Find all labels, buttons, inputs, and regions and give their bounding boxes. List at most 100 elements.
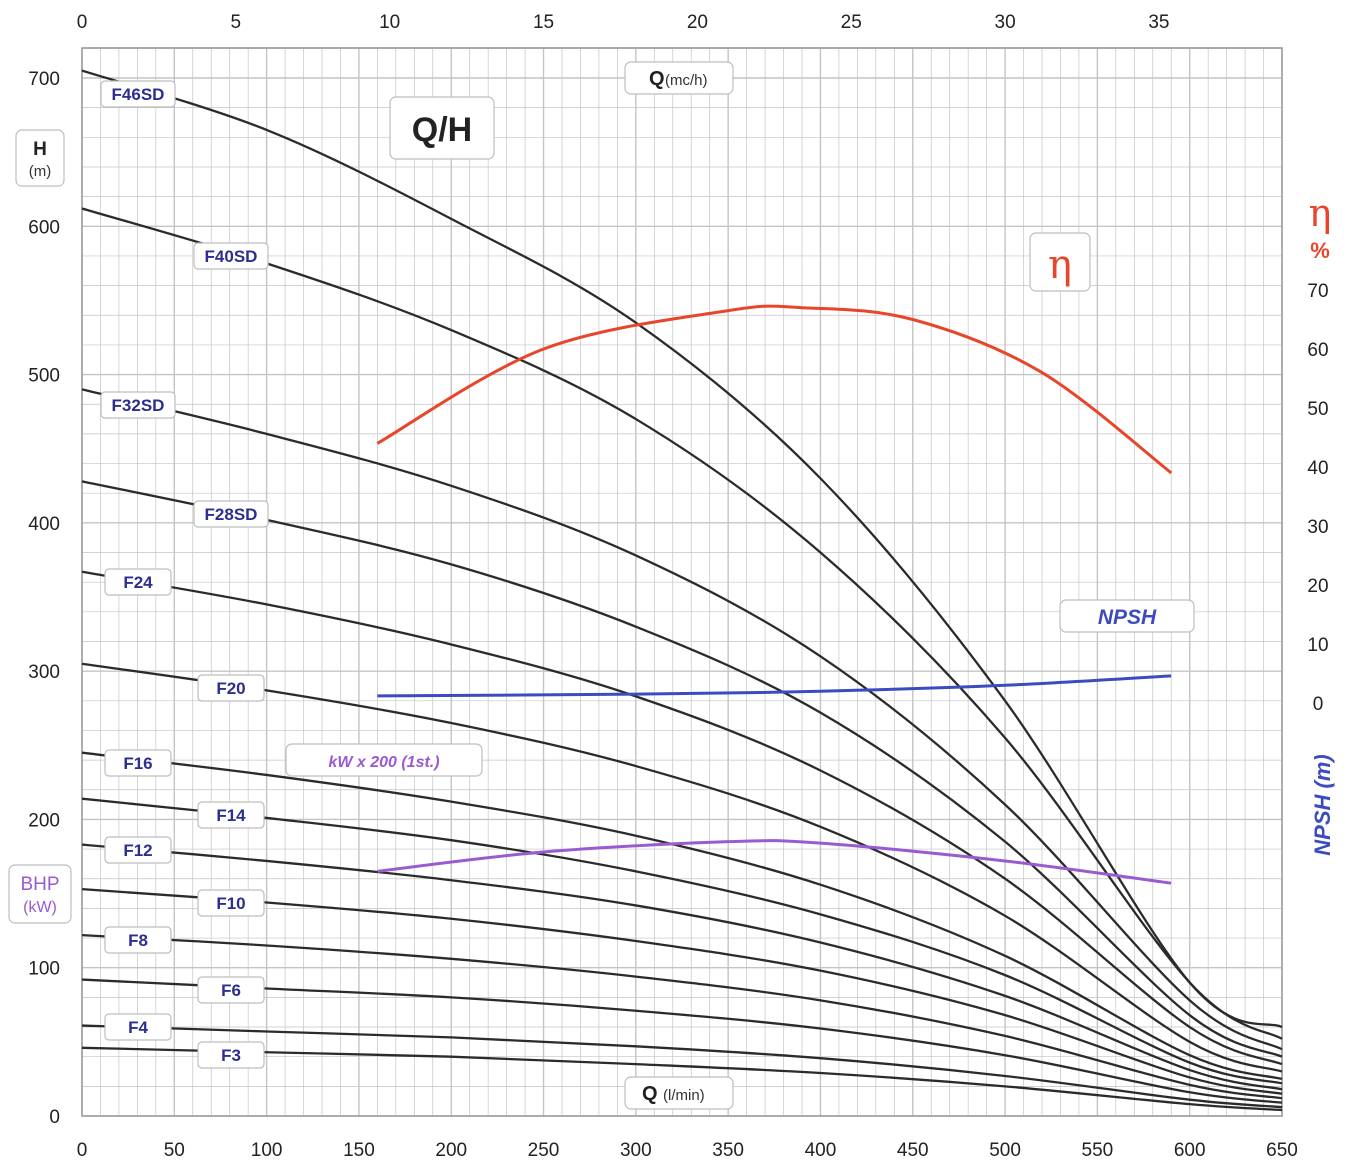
curve-tag-f3: F3 [197,1041,265,1069]
curve-tag-box [100,391,176,419]
curve-tag-f16: F16 [104,749,172,777]
eta-axis-label: η [1309,191,1332,235]
y-tick-label: 500 [28,366,60,387]
curve-tag-box [197,889,265,917]
x-tick-label: 550 [1082,1140,1114,1161]
curve-tag-f8: F8 [104,926,172,954]
kw-label: kW x 200 (1st.) [328,754,439,771]
curve-f16 [81,751,1283,1081]
x-axis-unit: (l/min) [663,1087,705,1104]
curve-tag-f14: F14 [197,801,265,829]
curve-tag-text: F14 [216,806,246,825]
npsh-label-box-box [1059,599,1195,633]
curve-tag-box [197,674,265,702]
curve-f3 [81,1046,1283,1112]
plot-border [81,47,1283,1117]
curve-f4 [81,1024,1283,1109]
eta-tick-label: 20 [1307,576,1328,597]
x-tick-label: 400 [805,1140,837,1161]
x-tick-label: 350 [712,1140,744,1161]
chart-title: Q/H [412,111,472,149]
curve-tag-text: F12 [123,841,152,860]
eta-tick-label: 50 [1307,399,1328,420]
bhp-axis-label: BHP [20,874,59,895]
curve-tag-box [193,242,269,270]
npsh-axis-label: NPSH (m) [1310,754,1335,855]
curve-tag-f10: F10 [197,889,265,917]
x-tick-label: 50 [164,1140,185,1161]
x-tick-label: 650 [1266,1140,1298,1161]
y-tick-label: 700 [28,69,60,90]
x-top-tick-label: 30 [995,12,1016,33]
curve-tag-f24: F24 [104,568,172,596]
kw-label-box-box [285,743,483,777]
eta-label-box-box [1029,232,1091,292]
curve-f20 [81,662,1283,1073]
curve-tag-box [104,1013,172,1041]
eta-label: η [1048,242,1072,288]
power-curve [377,839,1172,885]
x-top-tick-label: 20 [687,12,708,33]
curve-tag-f6: F6 [197,976,265,1004]
curve-tag-box [193,500,269,528]
curve-f28sd [81,480,1283,1058]
x-top-tick-label: 15 [533,12,554,33]
curve-f6 [81,978,1283,1104]
curve-tag-f12: F12 [104,836,172,864]
curve-tag-box [197,976,265,1004]
chart-title-box-box [389,96,495,160]
curve-tag-f46sd: F46SD [100,80,176,108]
kw-label-box: kW x 200 (1st.) [285,743,483,777]
curve-tag-box [100,80,176,108]
curve-tag-text: F3 [221,1046,241,1065]
curve-tag-text: F10 [216,894,245,913]
plot-frame [81,47,1283,1117]
x-axis-title-box [624,1076,734,1110]
y-axis-title-box [15,129,65,187]
x-tick-label: 0 [77,1140,88,1161]
curve-f24 [81,570,1283,1066]
x-top-axis-title-box [624,61,734,95]
curve-tag-text: F8 [128,931,148,950]
x-tick-label: 150 [343,1140,375,1161]
curve-tag-text: F32SD [112,396,165,415]
y-axis-title: H (m) [15,129,65,187]
x-axis-title: Q (l/min) [624,1076,734,1110]
x-tick-label: 300 [620,1140,652,1161]
x-top-tick-label: 10 [379,12,400,33]
curve-tag-box [104,568,172,596]
npsh-label-box: NPSH [1059,599,1195,633]
x-top-axis-title: Q (mc/h) [624,61,734,95]
x-tick-label: 100 [251,1140,283,1161]
curve-tag-text: F16 [123,754,152,773]
npsh-curve [377,674,1172,698]
y-tick-label: 600 [28,217,60,238]
curve-tag-f32sd: F32SD [100,391,176,419]
x-tick-label: 200 [435,1140,467,1161]
eta-tick-label: 10 [1307,635,1328,656]
curve-tag-text: F6 [221,981,241,1000]
curve-f40sd [81,207,1283,1040]
curve-tag-box [104,749,172,777]
curve-f10 [81,887,1283,1095]
x-axis-label: Q [642,1083,658,1105]
axis-ticks: 0 50 100 150 200 250 300 350 400 450 500 550 600 6500… [28,12,1328,1161]
curve-f12 [81,843,1283,1091]
eta-tick-label: 30 [1307,517,1328,538]
y-tick-label: 0 [49,1107,60,1128]
curve-tag-box [104,836,172,864]
curve-tag-text: F24 [123,573,153,592]
x-tick-label: 250 [528,1140,560,1161]
y-axis-unit: (m) [29,163,52,180]
curve-tag-text: F28SD [205,505,258,524]
npsh-axis-title: NPSH (m) [1310,754,1335,855]
curve-tag-text: F4 [128,1018,148,1037]
bhp-axis-unit: (kW) [23,899,57,916]
y-tick-label: 200 [28,810,60,831]
x-top-axis-label: Q [649,68,665,90]
chart-title-box: Q/H [389,96,495,160]
y-axis-label: H [33,139,47,160]
x-top-axis-unit: (mc/h) [665,72,708,89]
npsh-label: NPSH [1098,606,1157,629]
